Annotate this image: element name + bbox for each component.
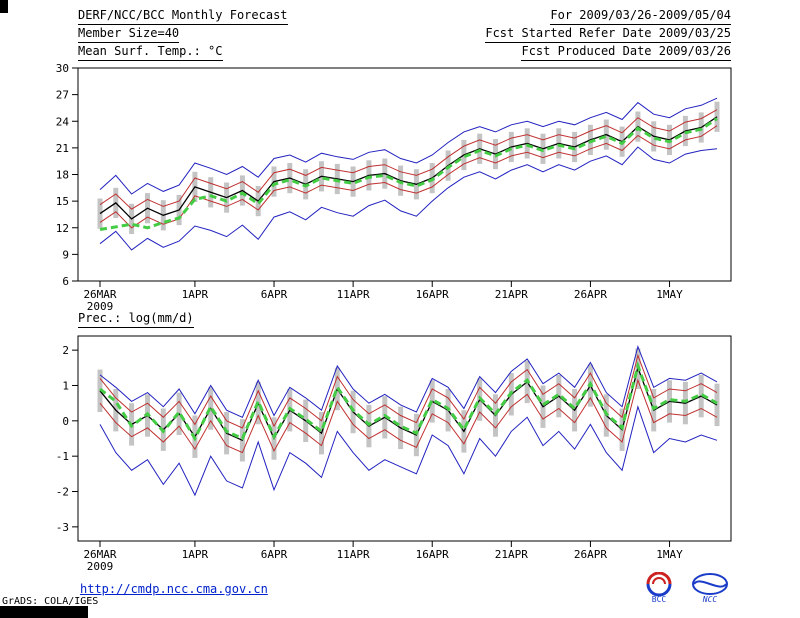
y-tick-label: 18	[56, 169, 69, 182]
series-ensemble-min	[99, 404, 718, 497]
y-tick-label: 9	[62, 248, 69, 261]
series-upper-quantile	[99, 353, 718, 429]
page-title: DERF/NCC/BCC Monthly Forecast	[78, 9, 288, 25]
source-url: http://cmdp.ncc.cma.gov.cn	[80, 582, 268, 596]
x-tick-label: 1MAY	[656, 548, 683, 561]
grads-credit: GrADS: COLA/IGES	[2, 596, 99, 607]
x-tick-label: 26MAR	[83, 288, 116, 301]
x-tick-label: 1APR	[182, 548, 209, 561]
ensemble-spread-bars	[97, 101, 720, 234]
ncc-logo-text: NCC	[702, 595, 718, 604]
series-observation	[99, 117, 718, 231]
member-size-label: Member Size=40	[78, 27, 180, 43]
ensemble-spread-bars	[97, 348, 720, 462]
y-tick-label: -3	[56, 521, 69, 534]
bcc-logo-text: BCC	[652, 595, 667, 604]
ncc-logo: NCC	[692, 573, 728, 604]
plot-frame	[77, 335, 732, 542]
corner-mark-top	[0, 0, 8, 13]
y-tick-label: 24	[56, 115, 70, 128]
precip-chart-title: Prec.: log(mm/d)	[78, 312, 194, 328]
x-tick-label: 26APR	[574, 548, 607, 561]
y-tick-label: 0	[62, 415, 69, 428]
y-tick-label: 2	[62, 344, 69, 357]
series-ensemble-max	[99, 97, 718, 195]
bcc-logo: BCC	[646, 572, 672, 604]
x-tick-label: 11APR	[337, 288, 370, 301]
x-tick-label: 26MAR	[83, 548, 116, 561]
y-tick-label: 21	[56, 142, 69, 155]
y-tick-label: -2	[56, 486, 69, 499]
x-tick-label: 11APR	[337, 548, 370, 561]
forecast-range-label: For 2009/03/26-2009/05/04	[550, 9, 731, 25]
x-tick-label: 16APR	[416, 288, 449, 301]
y-tick-label: 15	[56, 195, 69, 208]
series-lower-quantile	[99, 378, 718, 454]
x-tick-label: 26APR	[574, 288, 607, 301]
series-upper-quantile	[99, 109, 718, 210]
x-tick-label: 6APR	[261, 548, 288, 561]
y-tick-label: 30	[56, 62, 69, 75]
x-tick-sublabel: 2009	[87, 560, 114, 573]
produced-date-label: Fcst Produced Date 2009/03/26	[521, 45, 731, 61]
x-tick-label: 6APR	[261, 288, 288, 301]
corner-mark-bottom	[0, 606, 88, 618]
series-ensemble-mean	[99, 116, 718, 220]
y-tick-label: 6	[62, 275, 69, 288]
x-tick-label: 1MAY	[656, 288, 683, 301]
refer-date-label: Fcst Started Refer Date 2009/03/25	[485, 27, 731, 43]
x-tick-label: 21APR	[495, 548, 528, 561]
series-ensemble-min	[99, 146, 718, 251]
series-ensemble-max	[99, 344, 718, 418]
x-tick-label: 16APR	[416, 548, 449, 561]
x-tick-label: 21APR	[495, 288, 528, 301]
x-tick-label: 1APR	[182, 288, 209, 301]
y-tick-label: 12	[56, 222, 69, 235]
y-tick-label: 1	[62, 379, 69, 392]
y-tick-label: -1	[56, 450, 69, 463]
x-tick-sublabel: 2009	[87, 300, 114, 313]
temp-chart-title: Mean Surf. Temp.: °C	[78, 45, 223, 61]
series-observation	[99, 360, 718, 442]
plot-frame	[77, 67, 732, 282]
y-tick-label: 27	[56, 89, 69, 102]
